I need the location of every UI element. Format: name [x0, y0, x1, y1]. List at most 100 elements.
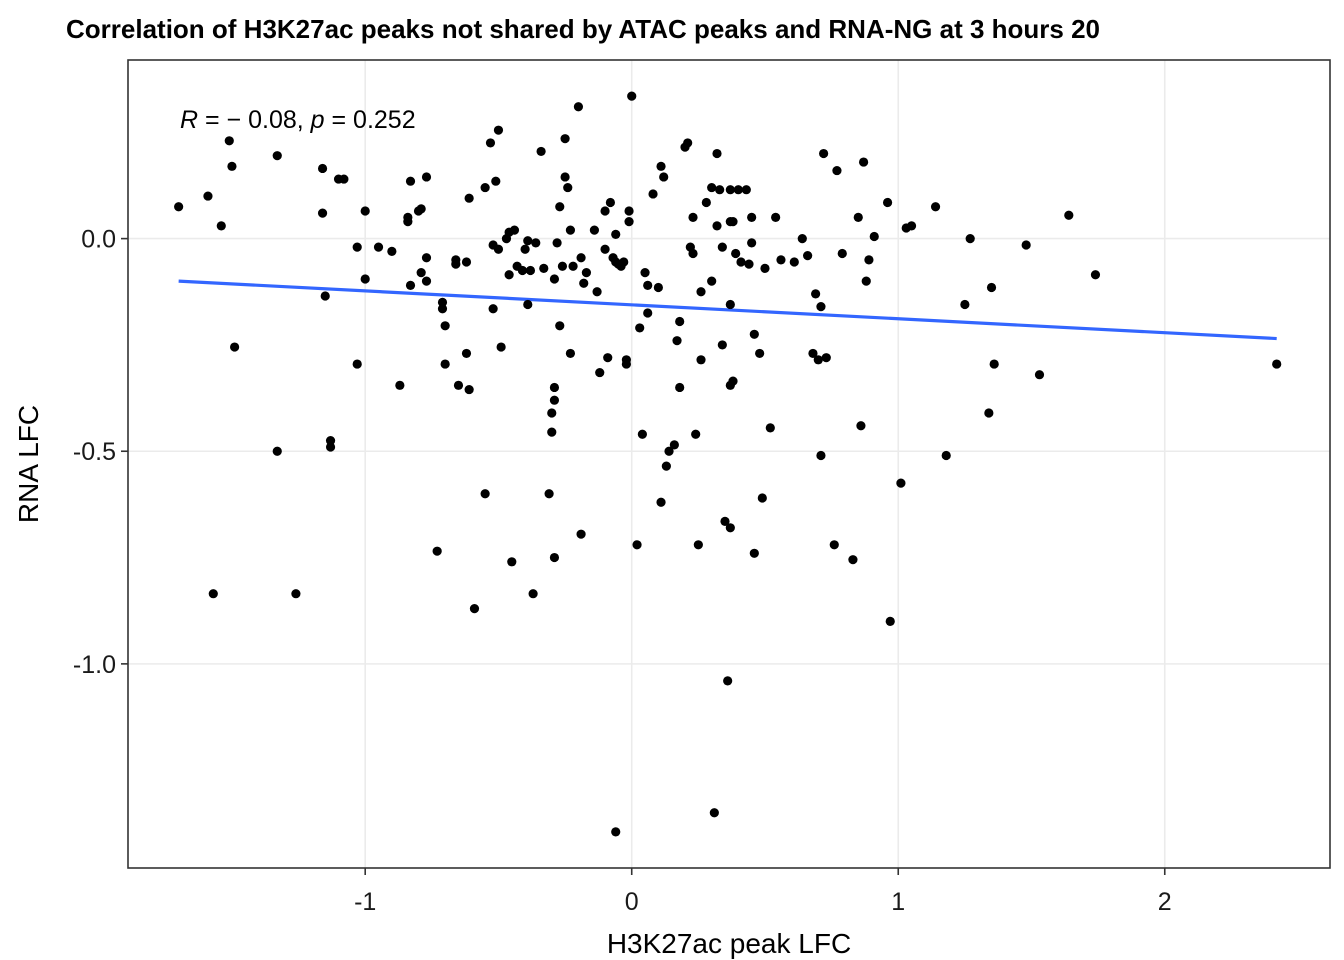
data-point: [517, 265, 528, 276]
data-point: [504, 270, 514, 280]
data-point: [557, 261, 568, 271]
data-point: [717, 340, 727, 350]
chart-title: Correlation of H3K27ac peaks not shared …: [66, 14, 1100, 44]
data-point: [701, 197, 711, 208]
data-point: [771, 212, 781, 222]
data-point: [749, 548, 759, 558]
data-point: [469, 603, 480, 614]
data-point: [672, 336, 682, 346]
data-point: [733, 185, 743, 195]
data-point: [906, 221, 917, 231]
data-point: [224, 136, 234, 146]
data-point: [717, 242, 727, 252]
data-point: [664, 446, 674, 456]
data-point: [643, 280, 653, 290]
data-point: [882, 197, 893, 208]
data-point: [272, 446, 282, 456]
data-point: [581, 268, 592, 278]
data-point: [725, 299, 735, 310]
data-point: [760, 263, 770, 273]
data-point: [1272, 359, 1282, 369]
data-point: [560, 172, 570, 182]
data-point: [731, 248, 741, 259]
data-point: [661, 461, 671, 471]
data-point: [627, 91, 637, 101]
data-point: [405, 280, 416, 290]
data-point: [624, 206, 634, 216]
data-point: [480, 489, 490, 499]
data-point: [493, 125, 504, 135]
data-point: [885, 616, 895, 626]
data-point: [858, 157, 869, 167]
data-point: [1090, 270, 1101, 280]
data-point: [653, 282, 663, 293]
data-point: [440, 359, 450, 369]
data-point: [984, 408, 994, 418]
data-point: [230, 342, 240, 352]
data-point: [688, 212, 698, 222]
data-point: [707, 182, 717, 193]
data-point: [709, 808, 719, 818]
data-point: [555, 202, 565, 212]
data-point: [659, 172, 669, 182]
data-point: [416, 268, 426, 278]
data-point: [416, 204, 426, 214]
data-point: [776, 255, 786, 265]
data-point: [755, 348, 765, 359]
data-point: [603, 353, 613, 363]
data-point: [744, 259, 754, 269]
data-point: [227, 161, 237, 171]
data-point: [525, 265, 536, 276]
data-point: [352, 359, 362, 369]
data-point: [829, 540, 839, 550]
data-point: [453, 380, 464, 390]
data-point: [174, 202, 184, 212]
data-point: [683, 138, 693, 148]
data-point: [464, 193, 474, 203]
data-point: [600, 244, 610, 254]
data-point: [808, 348, 818, 359]
data-point: [989, 359, 999, 369]
data-point: [600, 206, 610, 216]
axes: -1 0 1 2 0.0 -0.5 -1.0: [73, 226, 1172, 916]
data-point: [203, 191, 213, 201]
data-point: [549, 395, 560, 405]
data-point: [723, 676, 733, 686]
data-point: [848, 555, 858, 565]
data-point: [621, 355, 631, 365]
data-point: [656, 161, 666, 171]
data-point: [693, 540, 703, 550]
data-point: [669, 440, 679, 450]
y-tick-label: -0.5: [73, 438, 116, 466]
data-point: [986, 282, 997, 293]
data-point: [565, 225, 576, 235]
data-point: [1034, 370, 1045, 380]
data-point: [869, 231, 879, 242]
data-point: [208, 589, 218, 599]
data-point: [757, 493, 767, 503]
data-point: [320, 291, 330, 301]
data-point: [325, 442, 336, 452]
data-point: [611, 229, 621, 239]
x-tick-label: 2: [1158, 888, 1172, 916]
x-tick-label: -1: [354, 888, 376, 916]
data-point: [565, 348, 576, 359]
data-point: [421, 253, 432, 263]
data-point: [789, 257, 799, 267]
x-tick-label: 1: [891, 888, 905, 916]
data-point: [317, 208, 328, 218]
data-point: [611, 827, 621, 837]
data-point: [339, 174, 349, 184]
data-point: [960, 299, 970, 310]
data-point: [496, 342, 506, 352]
data-point: [930, 202, 941, 212]
data-point: [403, 212, 413, 222]
data-point: [360, 274, 370, 284]
correlation-annotation: R = − 0.08, p = 0.252: [180, 106, 416, 134]
data-point: [696, 355, 706, 365]
data-point: [421, 172, 432, 182]
data-point: [725, 185, 735, 195]
data-point: [568, 261, 578, 271]
data-point: [896, 478, 906, 488]
